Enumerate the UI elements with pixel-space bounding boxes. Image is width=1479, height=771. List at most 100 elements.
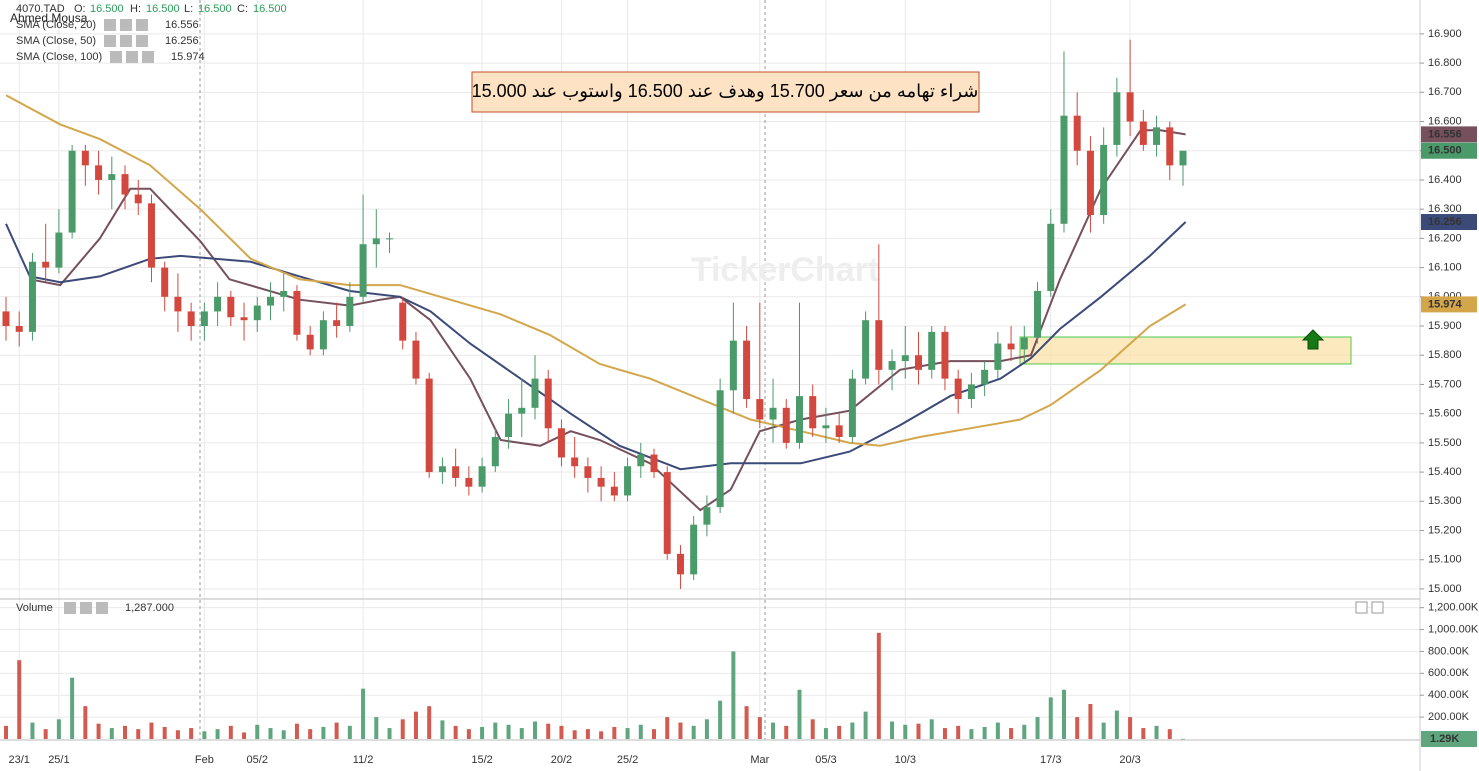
icon[interactable] bbox=[120, 19, 132, 31]
price-badge bbox=[1421, 296, 1477, 313]
candle-body bbox=[438, 466, 446, 473]
target-zone bbox=[1019, 336, 1352, 365]
legend-value: 16.256 bbox=[165, 35, 199, 47]
icon[interactable] bbox=[110, 51, 122, 63]
candle-body bbox=[2, 311, 10, 327]
volume-bar bbox=[797, 689, 802, 739]
candle-body bbox=[306, 334, 314, 350]
icon[interactable] bbox=[104, 35, 116, 47]
volume-bar bbox=[281, 730, 286, 739]
volume-bar bbox=[982, 726, 987, 739]
candle-body bbox=[795, 396, 803, 443]
icon[interactable] bbox=[64, 602, 76, 614]
x-tick-label: 05/3 bbox=[815, 754, 836, 766]
x-tick-label: Feb bbox=[195, 754, 214, 766]
candle-body bbox=[1126, 92, 1134, 122]
candle-body bbox=[1086, 150, 1094, 216]
candle-body bbox=[650, 454, 658, 473]
volume-bar bbox=[1167, 729, 1172, 739]
y-tick-label: 15.100 bbox=[1428, 554, 1462, 566]
y-tick-label: 16.900 bbox=[1428, 28, 1462, 40]
legend-label: SMA (Close, 100) bbox=[16, 51, 102, 63]
volume-bar bbox=[784, 725, 789, 739]
candle-body bbox=[915, 355, 923, 370]
volume-value: 1,287.000 bbox=[125, 602, 174, 614]
candle-body bbox=[505, 413, 513, 438]
volume-bar bbox=[1048, 697, 1053, 739]
volume-bar bbox=[506, 724, 511, 739]
volume-bar bbox=[1035, 717, 1040, 739]
candle-body bbox=[1166, 127, 1174, 166]
candle-body bbox=[703, 507, 711, 525]
candle-body bbox=[346, 296, 354, 327]
label: L: bbox=[184, 3, 193, 15]
label: H: bbox=[130, 3, 141, 15]
volume-bar bbox=[109, 728, 114, 739]
candle-body bbox=[134, 194, 142, 204]
icon[interactable] bbox=[136, 19, 148, 31]
volume-bar bbox=[718, 700, 723, 739]
annotation-box bbox=[471, 71, 980, 113]
candle-body bbox=[637, 454, 645, 467]
candle-body bbox=[729, 340, 737, 391]
header: 4070.TAD O: 16.500 H: 16.500 L: 16.500 C… bbox=[10, 3, 287, 25]
volume-bar bbox=[678, 722, 683, 739]
volume-bar bbox=[374, 717, 379, 739]
candle-body bbox=[1060, 115, 1068, 224]
volume-badge bbox=[1421, 731, 1477, 747]
candle-body bbox=[994, 343, 1002, 370]
value: 16.500 bbox=[146, 3, 180, 15]
price-badge-label: 15.974 bbox=[1428, 298, 1463, 310]
volume-bar bbox=[56, 719, 61, 739]
icon[interactable] bbox=[136, 35, 148, 47]
legend: SMA (Close, 20) 16.556 SMA (Close, 50) 16.2… bbox=[16, 19, 205, 63]
candle-body bbox=[121, 174, 129, 195]
candle-body bbox=[28, 261, 36, 332]
candle-body bbox=[491, 437, 499, 467]
panel-button[interactable] bbox=[1355, 601, 1368, 614]
y-tick-label: 16.600 bbox=[1428, 115, 1462, 127]
candle-body bbox=[1073, 115, 1081, 151]
volume-bar bbox=[559, 725, 564, 739]
candle-body bbox=[42, 261, 50, 268]
value: 16.500 bbox=[198, 3, 232, 15]
volume-bar bbox=[665, 717, 670, 739]
volume-bar bbox=[427, 706, 432, 739]
icon[interactable] bbox=[142, 51, 154, 63]
volume-bar bbox=[228, 725, 233, 739]
volume-bar bbox=[1114, 710, 1119, 739]
y-tick-label: 16.200 bbox=[1428, 232, 1462, 244]
volume-bar bbox=[1141, 728, 1146, 739]
volume-bar bbox=[995, 722, 1000, 739]
icon[interactable] bbox=[126, 51, 138, 63]
candle-body bbox=[928, 331, 936, 370]
volume-bar bbox=[1022, 724, 1027, 739]
author: Ahmed Mousa bbox=[10, 11, 88, 25]
icon[interactable] bbox=[80, 602, 92, 614]
icon[interactable] bbox=[104, 19, 116, 31]
right-axis: 15.000 15.100 15.200 15.300 15.400 15.500 15.6… bbox=[9, 28, 1479, 766]
volume-bar bbox=[863, 711, 868, 739]
value: 16.500 bbox=[253, 3, 287, 15]
volume-bar bbox=[1154, 725, 1159, 739]
volume-bar bbox=[691, 725, 696, 739]
icon[interactable] bbox=[96, 602, 108, 614]
panel-button[interactable] bbox=[1371, 601, 1384, 614]
candle-body bbox=[1034, 290, 1042, 338]
candle-body bbox=[597, 477, 605, 487]
x-tick-label: 23/1 bbox=[9, 754, 30, 766]
icon[interactable] bbox=[120, 35, 132, 47]
volume-bar bbox=[942, 728, 947, 739]
volume-bar bbox=[453, 725, 458, 739]
volume-bar bbox=[440, 720, 445, 739]
volume-bar bbox=[308, 729, 313, 739]
candle-body bbox=[1153, 127, 1161, 145]
x-tick-label: 10/3 bbox=[895, 754, 916, 766]
watermark: TickerChart bbox=[691, 251, 879, 289]
volume-bar bbox=[1128, 717, 1133, 739]
candle-body bbox=[954, 378, 962, 400]
candle-body bbox=[412, 340, 420, 379]
volume-bar bbox=[704, 719, 709, 739]
candle-body bbox=[174, 296, 182, 312]
volume-bar bbox=[546, 723, 551, 739]
